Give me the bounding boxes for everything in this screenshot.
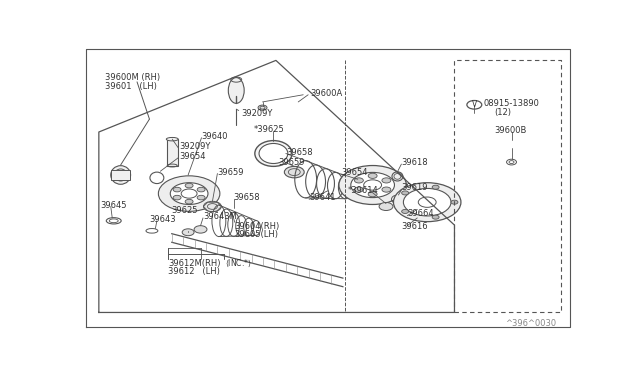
Text: 39641: 39641 [309, 193, 335, 202]
Ellipse shape [228, 78, 244, 103]
Circle shape [185, 183, 193, 188]
Circle shape [258, 105, 267, 110]
Text: 39600A: 39600A [310, 89, 343, 98]
Circle shape [382, 187, 391, 192]
Circle shape [197, 195, 205, 200]
Circle shape [355, 178, 364, 183]
Text: 39625: 39625 [172, 206, 198, 215]
Ellipse shape [255, 141, 292, 166]
Circle shape [158, 176, 220, 211]
Bar [167, 139, 178, 166]
Circle shape [197, 187, 205, 192]
Text: 39600B: 39600B [494, 126, 527, 135]
Text: 39616: 39616 [401, 222, 428, 231]
Text: 08915-13890: 08915-13890 [483, 99, 539, 108]
Circle shape [368, 173, 377, 179]
Text: 39209Y: 39209Y [179, 142, 211, 151]
Text: 39640: 39640 [202, 132, 228, 141]
Circle shape [170, 183, 208, 205]
Circle shape [382, 178, 391, 183]
Circle shape [173, 187, 181, 192]
Text: 39612   (LH): 39612 (LH) [168, 267, 220, 276]
Text: 39659: 39659 [278, 158, 305, 167]
Circle shape [339, 166, 406, 205]
Text: 39600M (RH): 39600M (RH) [105, 73, 160, 82]
Circle shape [194, 226, 207, 233]
Circle shape [173, 195, 181, 200]
Circle shape [185, 199, 193, 204]
Circle shape [355, 187, 364, 192]
Text: 39604(RH): 39604(RH) [235, 222, 280, 231]
Text: 39209Y: 39209Y [241, 109, 273, 118]
Circle shape [403, 189, 451, 216]
Text: $\langle$INC.*$\rangle$: $\langle$INC.*$\rangle$ [225, 258, 252, 269]
Text: 39618: 39618 [401, 158, 428, 167]
Circle shape [402, 209, 408, 214]
Text: ^396^0030: ^396^0030 [505, 320, 556, 328]
Text: 39654: 39654 [179, 152, 205, 161]
Circle shape [284, 166, 304, 178]
Ellipse shape [166, 137, 178, 141]
Circle shape [432, 185, 439, 189]
Circle shape [451, 200, 458, 204]
Text: 39658: 39658 [234, 193, 260, 202]
Text: 39658: 39658 [286, 148, 312, 157]
Text: 39645: 39645 [100, 201, 126, 209]
Circle shape [204, 201, 221, 212]
Ellipse shape [259, 144, 288, 164]
Circle shape [368, 192, 377, 197]
Text: *39625: *39625 [253, 125, 284, 134]
Circle shape [394, 183, 461, 222]
Bar [111, 170, 130, 180]
Text: *39614: *39614 [348, 186, 379, 195]
Text: (12): (12) [494, 108, 511, 117]
Text: 39605(LH): 39605(LH) [235, 230, 279, 239]
Text: 39664: 39664 [408, 209, 434, 218]
Circle shape [351, 172, 394, 198]
Circle shape [432, 215, 439, 219]
Ellipse shape [111, 166, 131, 184]
Text: 39643: 39643 [150, 215, 176, 224]
Circle shape [379, 202, 393, 211]
Text: 39601   (LH): 39601 (LH) [105, 82, 157, 91]
Text: 39612M(RH): 39612M(RH) [168, 259, 221, 268]
Text: 39619: 39619 [401, 183, 428, 192]
Circle shape [402, 191, 408, 195]
Text: 39654: 39654 [341, 168, 368, 177]
Text: V: V [472, 100, 477, 109]
Text: 39659: 39659 [218, 168, 244, 177]
Text: 39643M: 39643M [203, 212, 237, 221]
Circle shape [182, 229, 194, 236]
